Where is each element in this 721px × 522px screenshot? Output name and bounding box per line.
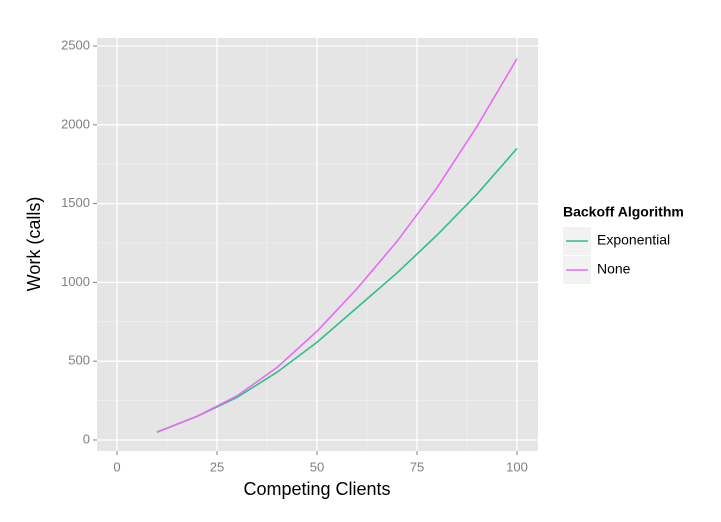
y-tick-label: 1500 [61,195,90,210]
y-axis-title: Work (calls) [24,197,44,292]
x-tick-label: 75 [410,459,424,474]
x-tick-label: 100 [506,459,528,474]
y-tick-label: 2500 [61,37,90,52]
legend-label: None [597,261,631,277]
x-tick-label: 25 [210,459,224,474]
y-tick-label: 1000 [61,274,90,289]
y-tick-label: 0 [83,431,90,446]
y-tick-label: 500 [68,353,90,368]
y-tick-label: 2000 [61,116,90,131]
legend-label: Exponential [597,232,670,248]
x-tick-label: 50 [310,459,324,474]
line [156,58,518,433]
legend-title: Backoff Algorithm [563,204,684,220]
x-axis-title: Competing Clients [243,479,390,499]
x-tick-label: 0 [113,459,120,474]
